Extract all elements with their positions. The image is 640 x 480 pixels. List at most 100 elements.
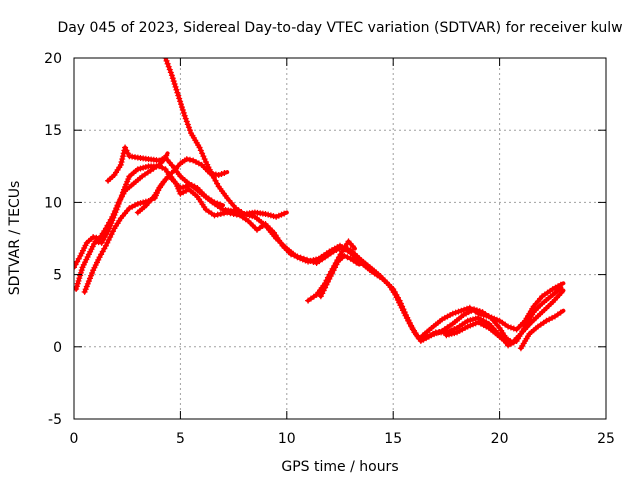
data-point [173,86,180,93]
x-tick-label: 25 [597,431,615,447]
data-point [297,254,304,261]
data-point [169,75,176,82]
data-point [505,323,512,330]
y-axis-label: SDTVAR / TECUs [7,181,23,296]
data-point [493,316,500,323]
data-point [467,317,474,324]
data-point [477,311,484,318]
data-point [88,272,95,279]
data-point [124,178,131,185]
data-point [85,278,92,285]
x-tick-label: 15 [384,431,402,447]
data-point [341,252,348,259]
data-point [171,80,178,87]
data-point [122,183,129,190]
data-point [178,101,185,108]
data-point [134,166,141,173]
data-point [163,58,170,64]
data-point [118,192,125,199]
data-point [86,275,93,282]
data-point [176,95,183,102]
y-tick-label: 15 [44,123,62,139]
x-tick-label: 10 [278,431,296,447]
data-series [74,58,566,352]
data-point [186,156,193,163]
data-point [111,212,118,219]
data-point [75,277,82,284]
data-point [76,275,83,282]
data-point [464,323,471,330]
data-point [446,331,453,338]
data-point [186,127,193,134]
data-point [218,171,225,178]
data-point [180,109,187,116]
y-tick-label: -5 [48,412,62,428]
data-point [215,171,222,178]
data-point [109,217,116,224]
data-point [81,288,88,295]
data-point [156,163,163,170]
series-arc-j [517,308,566,352]
data-point [74,280,81,287]
x-tick-label: 0 [70,431,79,447]
data-point [449,310,456,317]
data-point [307,257,314,264]
y-tick-label: 0 [53,340,62,356]
data-point [110,214,117,221]
data-point [183,118,190,125]
data-point [281,210,288,217]
data-point [112,209,119,216]
data-point [137,165,144,172]
data-point [184,121,191,128]
series-arc-e [162,58,289,220]
data-point [224,209,231,216]
data-point [119,189,126,196]
data-point [179,106,186,113]
data-point [275,212,282,219]
data-point [510,325,517,332]
data-point [159,156,166,163]
data-point [113,206,120,213]
data-point [182,115,189,122]
data-point [170,78,177,85]
series-arc-h [317,252,362,300]
data-point [221,210,228,217]
data-point [156,157,163,164]
series-arc-k [443,319,511,346]
data-point [118,158,125,165]
data-point [436,328,443,335]
data-point [455,308,462,315]
data-point [273,213,280,220]
data-point [294,253,301,260]
chart-title: Day 045 of 2023, Sidereal Day-to-day VTE… [57,20,622,36]
data-point [166,66,173,73]
series-arc-b [74,163,564,349]
data-point [92,238,99,245]
data-point [134,200,141,207]
data-point [448,330,455,337]
data-point [217,201,224,208]
data-point [480,312,487,319]
data-point [119,156,126,163]
x-tick-label: 20 [491,431,509,447]
data-point [137,200,144,207]
data-point [217,210,224,217]
data-point [428,332,435,339]
data-point [117,161,124,168]
data-point [180,184,187,191]
data-point [183,156,190,163]
data-point [142,164,149,171]
data-point [470,316,476,323]
data-point [172,83,179,90]
data-point [221,170,228,177]
data-point [270,213,277,220]
data-point [140,199,147,206]
data-point [165,63,172,70]
data-point [233,211,240,218]
data-point [77,272,84,279]
grid-lines [74,58,606,419]
data-point [106,225,113,232]
data-point [199,150,206,157]
data-point [214,200,221,207]
